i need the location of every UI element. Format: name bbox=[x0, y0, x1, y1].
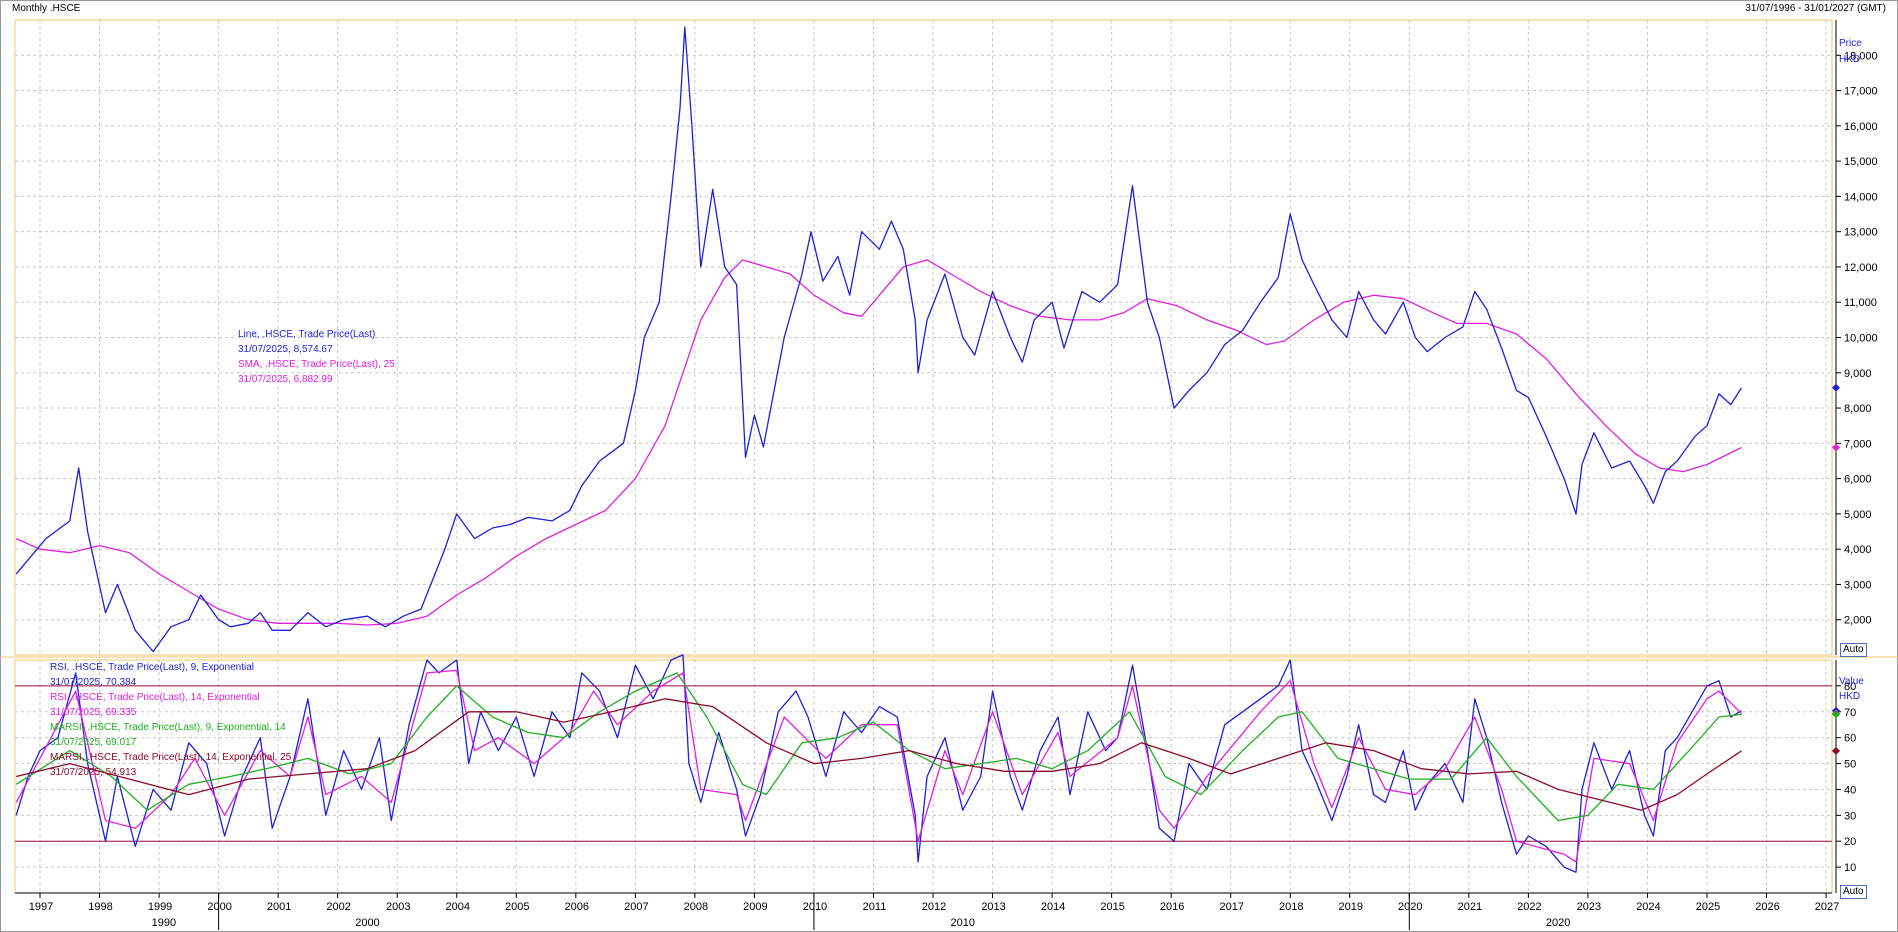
x-tick-label: 2012 bbox=[922, 901, 946, 913]
y-tick-label-upper: 9,000 bbox=[1844, 368, 1872, 380]
x-tick-label: 2024 bbox=[1636, 901, 1660, 913]
y-tick-label-upper: 10,000 bbox=[1844, 333, 1878, 345]
value-axis-currency: HKD bbox=[1839, 691, 1861, 702]
decade-label: 2020 bbox=[1546, 917, 1570, 929]
x-tick-label: 2005 bbox=[505, 901, 529, 913]
x-tick-label: 2007 bbox=[624, 901, 648, 913]
y-tick-label-lower: 30 bbox=[1844, 810, 1856, 822]
x-tick-label: 2011 bbox=[863, 901, 887, 913]
legend-rsi14-value: 31/07/2025, 69.335 bbox=[50, 707, 137, 718]
x-tick-label: 2010 bbox=[803, 901, 827, 913]
upper-auto-button[interactable]: Auto bbox=[1840, 643, 1867, 657]
x-tick-label: 2027 bbox=[1815, 901, 1839, 913]
y-tick-label-upper: 15,000 bbox=[1844, 156, 1878, 168]
y-tick-label-upper: 4,000 bbox=[1844, 544, 1872, 556]
y-tick-label-lower: 10 bbox=[1844, 862, 1856, 874]
y-tick-label-upper: 5,000 bbox=[1844, 509, 1872, 521]
legend-line-value: 31/07/2025, 8,574.67 bbox=[238, 344, 333, 355]
y-tick-label-upper: 17,000 bbox=[1844, 86, 1878, 98]
x-tick-label: 1998 bbox=[88, 901, 112, 913]
legend-marsi14-value: 31/07/2025, 54.913 bbox=[50, 767, 137, 778]
y-tick-label-upper: 18,000 bbox=[1844, 50, 1878, 62]
upper-0-series-line bbox=[15, 259, 1742, 626]
y-tick-label-upper: 12,000 bbox=[1844, 262, 1878, 274]
lower-2-series-line bbox=[15, 672, 1742, 822]
y-tick-label-lower: 70 bbox=[1844, 707, 1856, 719]
x-tick-label: 2013 bbox=[981, 901, 1005, 913]
lower-2-last-value-marker bbox=[1832, 710, 1840, 719]
x-tick-label: 2000 bbox=[207, 901, 231, 913]
x-tick-label: 2003 bbox=[386, 901, 410, 913]
legend-line-label: Line, .HSCE, Trade Price(Last) bbox=[238, 329, 376, 340]
price-axis-currency: HKD bbox=[1839, 54, 1861, 65]
x-tick-label: 2015 bbox=[1100, 901, 1124, 913]
x-tick-label: 2026 bbox=[1755, 901, 1779, 913]
x-tick-label: 2020 bbox=[1398, 901, 1422, 913]
y-tick-label-upper: 7,000 bbox=[1844, 438, 1872, 450]
upper-0-last-value-marker bbox=[1832, 443, 1840, 452]
chart-title: Monthly .HSCE bbox=[12, 3, 81, 14]
decade-label: 1990 bbox=[152, 917, 176, 929]
legend-sma-label: SMA, .HSCE, Trade Price(Last), 25 bbox=[238, 359, 395, 370]
lower-1-series-line bbox=[15, 669, 1742, 863]
decade-label: 2000 bbox=[355, 917, 379, 929]
x-tick-label: 2019 bbox=[1339, 901, 1363, 913]
legend-rsi9-label: RSI, .HSCE, Trade Price(Last), 9, Expone… bbox=[50, 662, 254, 673]
x-tick-label: 1997 bbox=[29, 901, 53, 913]
y-tick-label-upper: 16,000 bbox=[1844, 121, 1878, 133]
legend-rsi14-label: RSI, .HSCE, Trade Price(Last), 14, Expon… bbox=[50, 692, 260, 703]
lower-3-series-line bbox=[16, 698, 1742, 811]
x-tick-label: 2001 bbox=[267, 901, 291, 913]
x-tick-label: 2008 bbox=[684, 901, 708, 913]
date-range: 31/07/1996 - 31/01/2027 (GMT) bbox=[1745, 3, 1886, 14]
upper-1-last-value-marker bbox=[1832, 383, 1840, 392]
x-tick-label: 2021 bbox=[1458, 901, 1482, 913]
price-axis-title: Price bbox=[1839, 38, 1862, 49]
x-tick-label: 2014 bbox=[1041, 901, 1065, 913]
x-tick-label: 2006 bbox=[565, 901, 589, 913]
y-tick-label-lower: 60 bbox=[1844, 733, 1856, 745]
y-tick-label-upper: 3,000 bbox=[1844, 579, 1872, 591]
legend-marsi14-label: MARSI, .HSCE, Trade Price(Last), 14, Exp… bbox=[50, 752, 292, 763]
upper-1-series-line bbox=[15, 26, 1743, 653]
x-tick-label: 2016 bbox=[1160, 901, 1184, 913]
x-tick-label: 2017 bbox=[1219, 901, 1243, 913]
y-tick-label-lower: 20 bbox=[1844, 836, 1856, 848]
value-axis-title: Value bbox=[1839, 676, 1864, 687]
x-tick-label: 1999 bbox=[148, 901, 172, 913]
y-tick-label-upper: 13,000 bbox=[1844, 227, 1878, 239]
legend-marsi9-value: 31/07/2025, 69.017 bbox=[50, 737, 137, 748]
y-tick-label-upper: 6,000 bbox=[1844, 474, 1872, 486]
y-tick-label-lower: 80 bbox=[1844, 681, 1856, 693]
decade-label: 2010 bbox=[951, 917, 975, 929]
y-tick-label-lower: 40 bbox=[1844, 784, 1856, 796]
y-tick-label-upper: 14,000 bbox=[1844, 191, 1878, 203]
legend-sma-value: 31/07/2025, 6,882.99 bbox=[238, 374, 333, 385]
x-tick-label: 2018 bbox=[1279, 901, 1303, 913]
x-tick-label: 2025 bbox=[1696, 901, 1720, 913]
x-tick-label: 2002 bbox=[326, 901, 350, 913]
lower-auto-button[interactable]: Auto bbox=[1840, 885, 1867, 899]
y-tick-label-upper: 2,000 bbox=[1844, 615, 1872, 627]
y-tick-label-lower: 50 bbox=[1844, 759, 1856, 771]
lower-3-last-value-marker bbox=[1832, 746, 1840, 755]
legend-marsi9-label: MARSI, .HSCE, Trade Price(Last), 9, Expo… bbox=[50, 722, 286, 733]
lower-pane-frame bbox=[14, 659, 1833, 894]
x-tick-label: 2009 bbox=[743, 901, 767, 913]
x-tick-label: 2023 bbox=[1577, 901, 1601, 913]
x-tick-label: 2004 bbox=[446, 901, 470, 913]
y-tick-label-upper: 8,000 bbox=[1844, 403, 1872, 415]
legend-rsi9-value: 31/07/2025, 70.384 bbox=[50, 677, 137, 688]
x-tick-label: 2022 bbox=[1517, 901, 1541, 913]
y-tick-label-upper: 11,000 bbox=[1844, 297, 1877, 309]
